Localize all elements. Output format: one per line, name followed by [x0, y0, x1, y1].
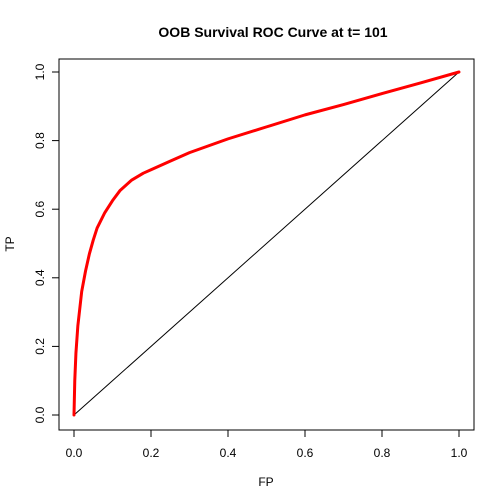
- x-tick-label: 0.4: [220, 446, 237, 460]
- y-tick-label: 1.0: [33, 63, 47, 80]
- reference-diagonal-line: [73, 71, 460, 416]
- x-tick-label: 0.0: [66, 446, 83, 460]
- x-tick-label: 0.8: [374, 446, 391, 460]
- chart-title: OOB Survival ROC Curve at t= 101: [158, 24, 387, 40]
- x-tick-label: 1.0: [451, 446, 468, 460]
- x-axis-title: FP: [258, 475, 273, 489]
- y-tick-label: 0.4: [33, 269, 47, 286]
- y-axis-title: TP: [3, 236, 17, 251]
- y-tick-label: 0.0: [33, 406, 47, 423]
- x-tick-label: 0.2: [143, 446, 160, 460]
- y-tick-label: 0.6: [33, 201, 47, 218]
- y-axis: 0.0 0.2 0.4 0.6 0.8 1.0: [33, 63, 60, 423]
- y-tick-label: 0.2: [33, 338, 47, 355]
- y-tick-label: 0.8: [33, 132, 47, 149]
- roc-curve-line: [72, 70, 461, 417]
- x-axis: 0.0 0.2 0.4 0.6 0.8 1.0: [66, 429, 468, 460]
- plot-area: [58, 58, 475, 431]
- x-tick-label: 0.6: [297, 446, 314, 460]
